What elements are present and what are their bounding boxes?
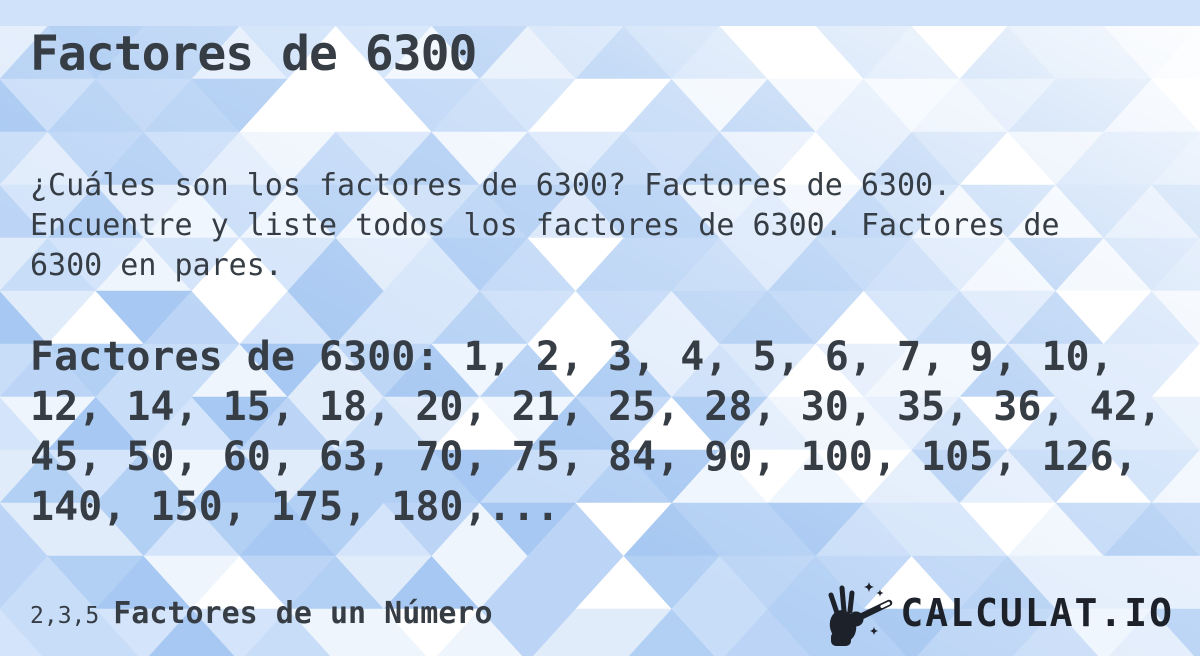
footer: 2,3,5 Factores de un Número CALCU xyxy=(30,580,1174,646)
page-title: Factores de 6300 xyxy=(30,26,477,82)
category-label: Factores de un Número xyxy=(113,595,493,631)
card-content: Factores de 6300 ¿Cuáles son los factore… xyxy=(0,26,1200,532)
magic-wand-hand-icon xyxy=(828,581,893,646)
category-prefix: 2,3,5 xyxy=(30,602,100,629)
calculatio-logo: CALCULAT.IO xyxy=(824,580,1174,646)
background-pattern xyxy=(0,26,1200,656)
description-text: ¿Cuáles son los factores de 6300? Factor… xyxy=(30,168,1060,283)
factors-list-text: Factores de 6300: 1, 2, 3, 4, 5, 6, 7, 9… xyxy=(30,334,1162,530)
brand-wordmark: CALCULAT.IO xyxy=(900,591,1174,635)
category: 2,3,5 Factores de un Número xyxy=(30,596,493,631)
